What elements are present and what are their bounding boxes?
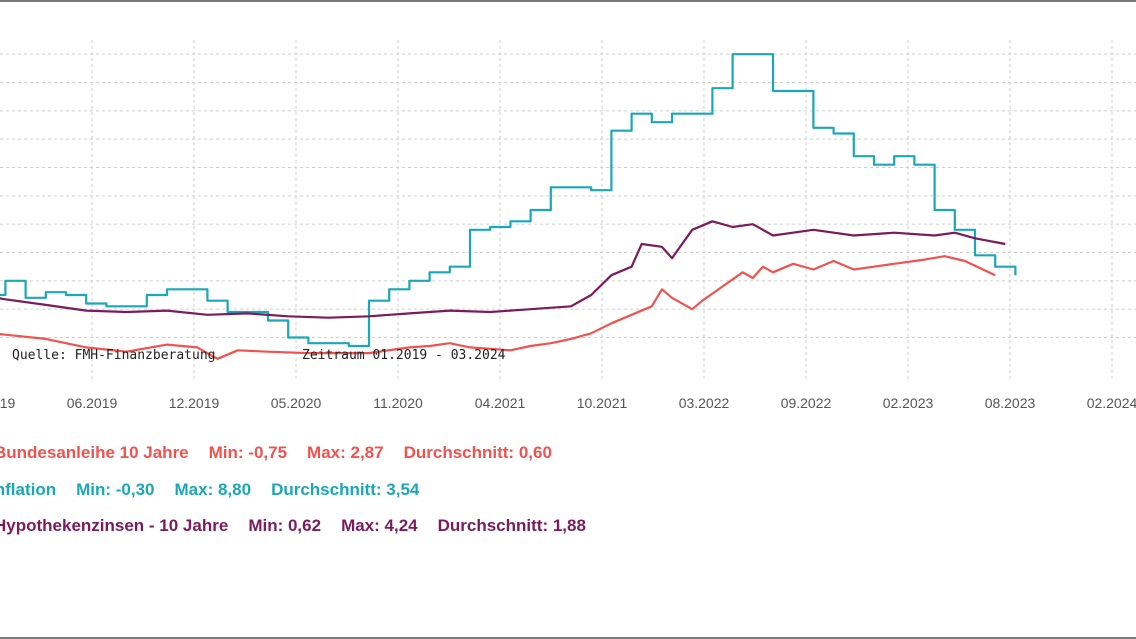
legend-inflation: Inflation Min: -0,30 Max: 8,80 Durchschnitt… [0, 480, 439, 500]
grid-lines [0, 40, 1136, 380]
x-tick-label: 01.2019 [0, 395, 16, 411]
legend-average: Durchschnitt: 3,54 [271, 480, 420, 499]
x-tick-label: 06.2019 [67, 395, 118, 411]
x-tick-label: 12.2019 [169, 395, 220, 411]
legend-series-name: Inflation [0, 480, 57, 499]
x-tick-label: 09.2022 [781, 395, 832, 411]
series-line-0 [0, 255, 996, 360]
x-tick-label: 02.2024 [1087, 395, 1136, 411]
series-line-1 [0, 53, 1017, 348]
x-tick-label: 05.2020 [271, 395, 322, 411]
x-tick-label: 04.2021 [475, 395, 526, 411]
legend-bundesanleihe: Bundesanleihe 10 Jahre Min: -0,75 Max: 2,8… [0, 443, 572, 463]
legend-average: Durchschnitt: 0,60 [403, 443, 552, 462]
x-axis-tick-labels: 01.2019 06.2019 12.2019 05.2020 11.2020 04.20… [0, 395, 1136, 411]
legend-min: Min: -0,30 [76, 480, 155, 499]
legend-max: Max: 2,87 [307, 443, 384, 462]
legend-average: Durchschnitt: 1,88 [437, 516, 586, 535]
legend-min: Min: -0,75 [208, 443, 288, 462]
series-lines [0, 53, 1017, 360]
legend-min: Min: 0,62 [248, 516, 322, 535]
legend-series-name: Bundesanleihe 10 Jahre [0, 443, 189, 462]
x-tick-label: 10.2021 [577, 395, 628, 411]
x-tick-label: 02.2023 [883, 395, 934, 411]
period-note: Zeitraum 01.2019 - 03.2024 [302, 348, 506, 363]
x-tick-label: 11.2020 [373, 395, 423, 411]
legend-hypothekenzinsen: Hypothekenzinsen - 10 Jahre Min: 0,62 Max:… [0, 516, 606, 536]
x-tick-label: 08.2023 [985, 395, 1036, 411]
legend-max: Max: 8,80 [174, 480, 252, 499]
source-note: Quelle: FMH-Finanzberatung [12, 348, 216, 363]
x-tick-label: 03.2022 [679, 395, 730, 411]
series-line-2 [0, 220, 1006, 319]
legend-max: Max: 4,24 [341, 516, 418, 535]
legend-series-name: Hypothekenzinsen - 10 Jahre [0, 516, 229, 535]
